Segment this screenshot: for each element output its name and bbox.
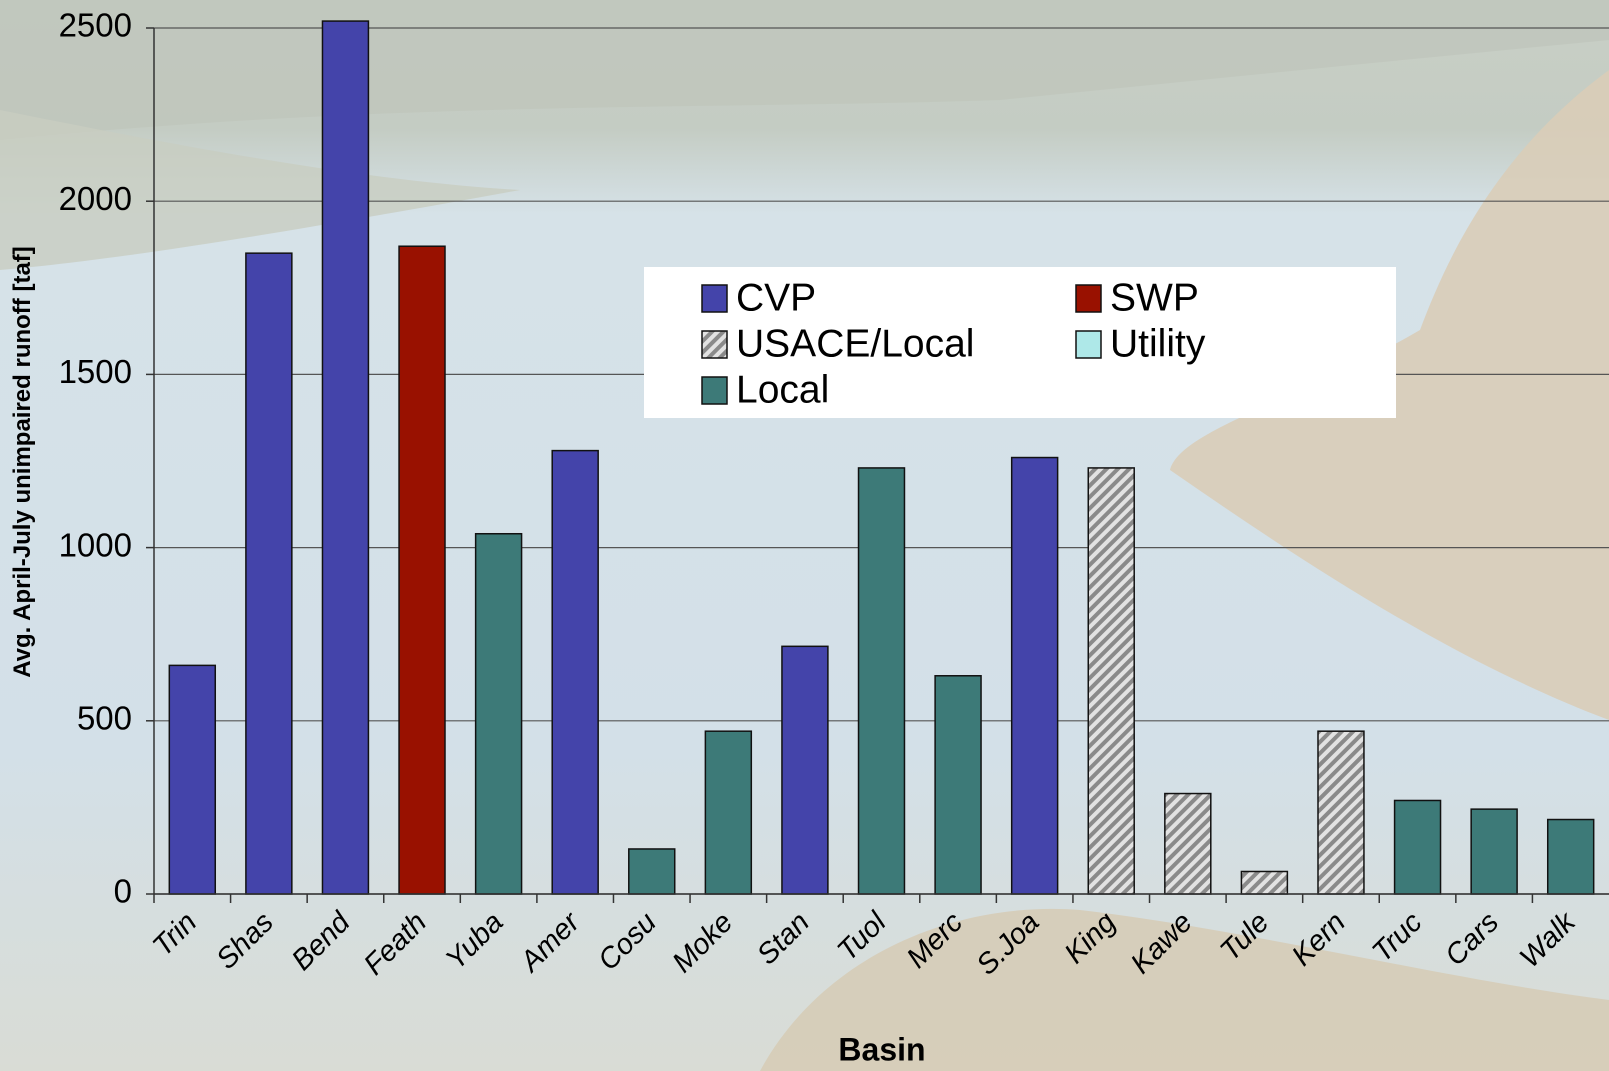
y-tick-label: 0 — [114, 873, 132, 910]
bar — [552, 451, 598, 894]
bar — [935, 676, 981, 894]
legend-swatch — [1076, 285, 1101, 312]
legend-swatch — [702, 331, 727, 358]
bar — [1471, 809, 1517, 894]
bar — [399, 246, 445, 894]
bar — [782, 646, 828, 894]
bar — [1548, 820, 1594, 894]
y-axis-title: Avg. April-July unimpaired runoff [taf] — [9, 246, 36, 678]
chart: Avg. April-July unimpaired runoff [taf] … — [0, 0, 1609, 1071]
y-tick-label: 2500 — [59, 7, 132, 44]
bar — [169, 665, 215, 894]
legend-label: SWP — [1110, 276, 1199, 319]
bar — [859, 468, 905, 894]
legend-label: Local — [736, 368, 829, 411]
y-tick-label: 1500 — [59, 353, 132, 390]
legend-swatch — [702, 285, 727, 312]
bar — [629, 849, 675, 894]
bar — [1088, 468, 1134, 894]
bar — [246, 253, 292, 894]
background-photo — [0, 0, 1609, 1071]
x-axis-title: Basin — [838, 1031, 925, 1067]
legend: CVP SWP USACE/Local Utility Local — [644, 267, 1396, 418]
legend-swatch — [702, 377, 727, 404]
bar — [1241, 871, 1287, 894]
y-tick-label: 1000 — [59, 526, 132, 563]
bar — [1012, 458, 1058, 894]
bar — [1318, 731, 1364, 894]
y-tick-label: 500 — [77, 700, 132, 737]
page: {"chart_data": { "type": "bar", "x_label… — [0, 0, 1609, 1071]
bar — [322, 21, 368, 894]
bar — [1165, 794, 1211, 894]
bar — [476, 534, 522, 894]
bar — [1395, 800, 1441, 894]
legend-label: Utility — [1110, 322, 1206, 365]
bar — [705, 731, 751, 894]
legend-swatch — [1076, 331, 1101, 358]
y-tick-label: 2000 — [59, 180, 132, 217]
legend-label: CVP — [736, 276, 816, 319]
legend-label: USACE/Local — [736, 322, 974, 365]
